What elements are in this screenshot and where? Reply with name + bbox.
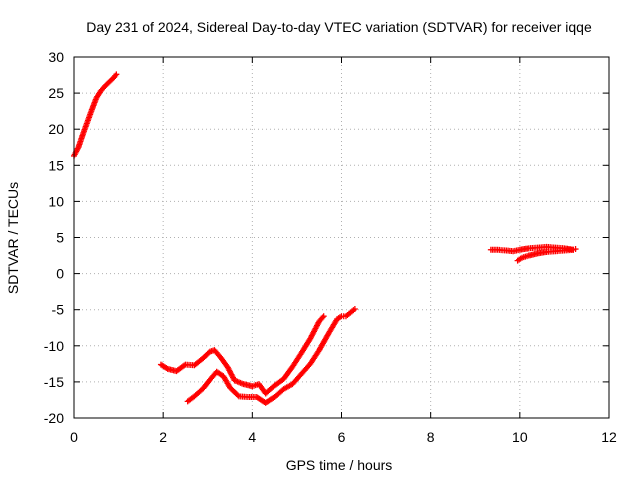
data-series [71, 71, 579, 406]
data-point [163, 365, 170, 372]
y-tick-label: 10 [48, 193, 64, 209]
data-point [320, 313, 327, 320]
chart-title: Day 231 of 2024, Sidereal Day-to-day VTE… [86, 19, 592, 35]
y-tick-label: 30 [48, 49, 64, 65]
y-tick-label: 25 [48, 85, 64, 101]
y-tick-label: 5 [56, 230, 64, 246]
x-tick-label: 6 [338, 429, 346, 445]
series-arc-5 [514, 246, 577, 264]
series-arc-3 [184, 305, 358, 406]
y-tick-label: 20 [48, 121, 64, 137]
series-arc-2 [157, 313, 327, 397]
data-point [113, 71, 120, 78]
y-tick-label: -20 [44, 410, 64, 426]
data-point [319, 314, 326, 321]
grid-lines [74, 57, 609, 418]
data-point [351, 305, 358, 312]
y-tick-label: -15 [44, 374, 64, 390]
y-tick-label: 0 [56, 266, 64, 282]
x-tick-label: 0 [70, 429, 78, 445]
x-axis-label: GPS time / hours [286, 457, 393, 473]
y-tick-label: 15 [48, 157, 64, 173]
x-tick-label: 10 [512, 429, 528, 445]
y-tick-label: -5 [52, 302, 65, 318]
y-tick-label: -10 [44, 338, 64, 354]
data-point [234, 392, 241, 399]
x-tick-label: 12 [601, 429, 617, 445]
data-point [570, 246, 577, 253]
axis-ticks: 0 2 4 6 8 10 12 -20 -15 -10 -5 0 5 10 15 20 25 30 [44, 49, 617, 445]
x-tick-label: 4 [248, 429, 256, 445]
x-tick-label: 2 [159, 429, 167, 445]
series-arc-1 [71, 71, 120, 159]
x-tick-label: 8 [427, 429, 435, 445]
y-axis-label: SDTVAR / TECUs [5, 182, 21, 294]
